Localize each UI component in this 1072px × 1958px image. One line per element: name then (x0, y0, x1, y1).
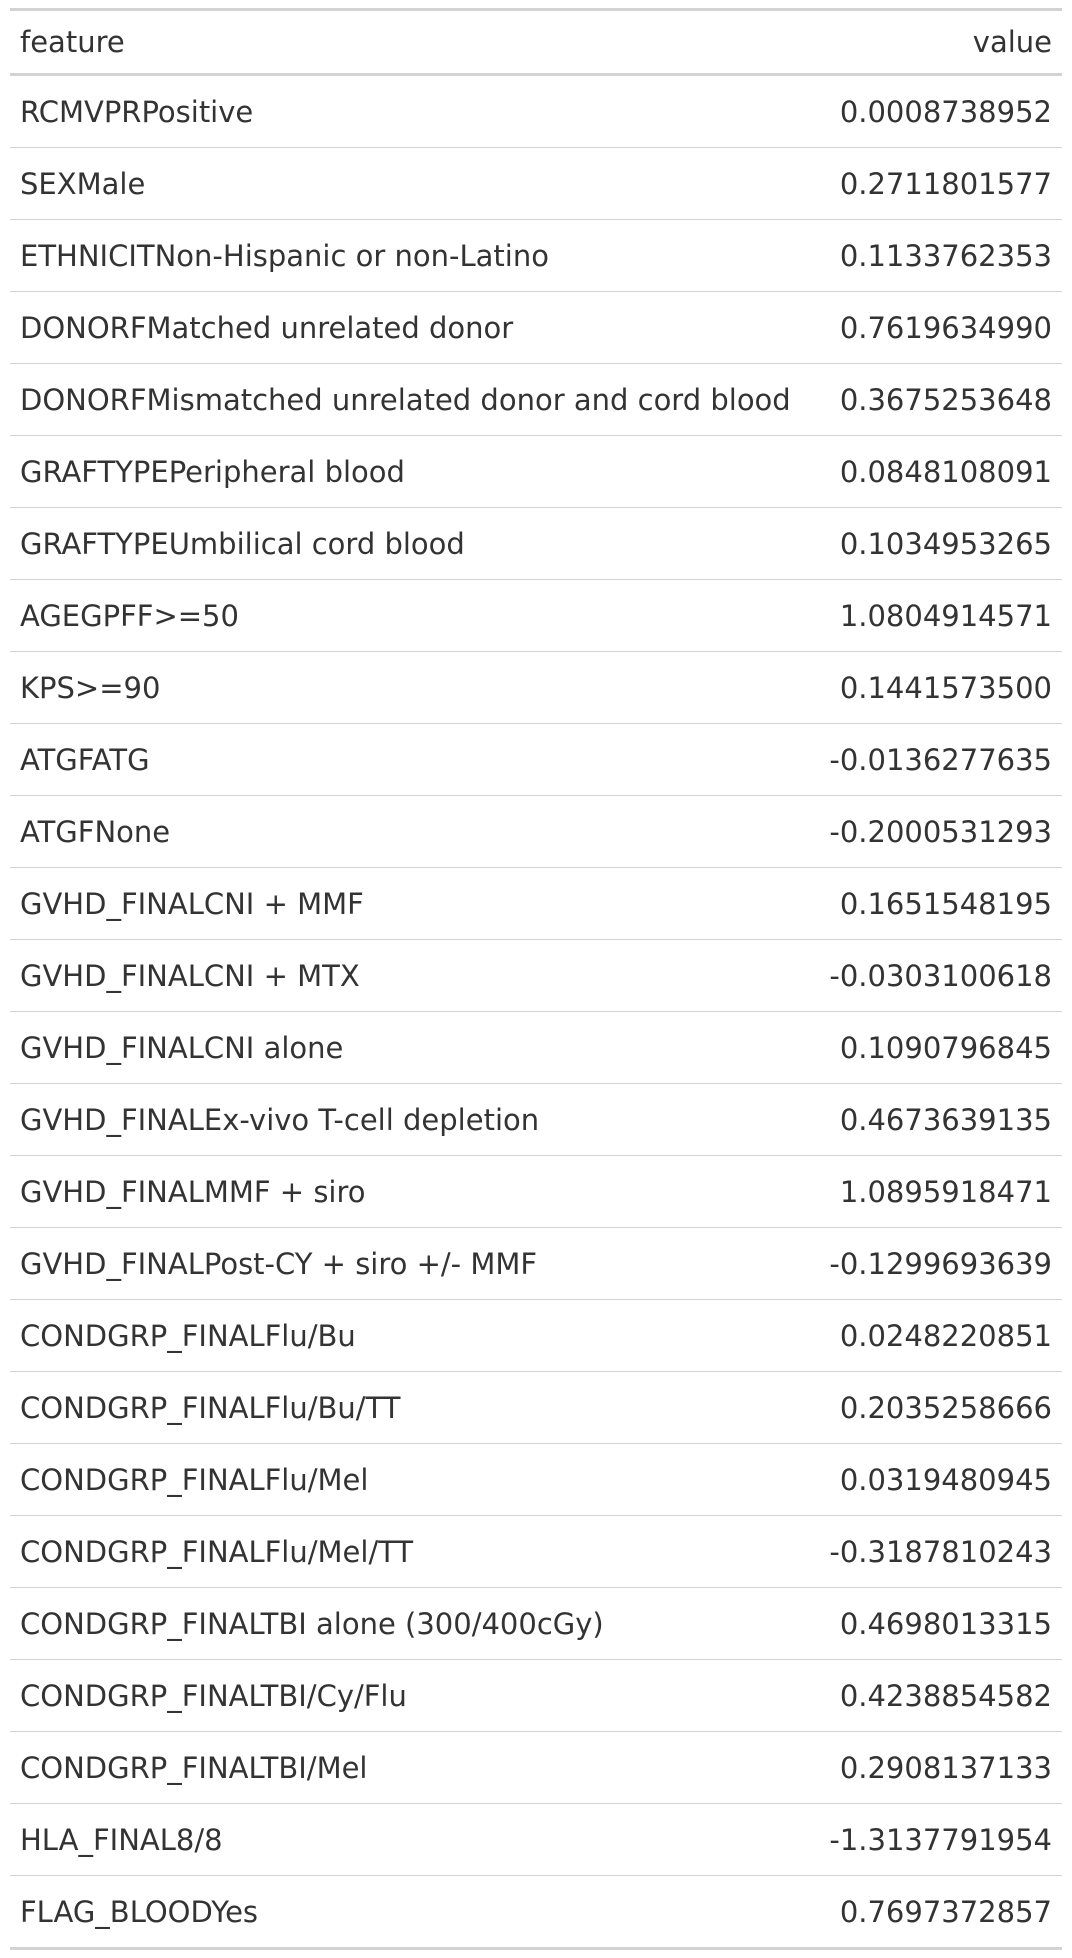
cell-feature: GVHD_FINALEx-vivo T-cell depletion (10, 1083, 805, 1156)
table-row: CONDGRP_FINALFlu/Mel/TT -0.3187810243 (10, 1515, 1062, 1588)
cell-value: 0.1034953265 (805, 507, 1062, 580)
cell-feature: FLAG_BLOODYes (10, 1875, 805, 1947)
cell-value: 0.0008738952 (839, 94, 1052, 129)
cell-value: 0.2908137133 (805, 1731, 1062, 1804)
table-row: GVHD_FINALCNI + MTX -0.0303100618 (10, 939, 1062, 1012)
cell-feature: CONDGRP_FINALFlu/Mel/TT (10, 1515, 805, 1588)
cell-value: 0.0848108091 (805, 435, 1062, 508)
cell-value: 0.3675253648 (805, 363, 1062, 436)
table-row: GVHD_FINALCNI alone 0.1090796845 (10, 1011, 1062, 1084)
table-row: CONDGRP_FINALTBI/Cy/Flu 0.4238854582 (10, 1659, 1062, 1732)
header-row: feature value (10, 11, 1062, 76)
cell-value: 0.1133762353 (805, 219, 1062, 292)
cell-feature: CONDGRP_FINALFlu/Bu (10, 1299, 805, 1372)
table-row: DONORFMismatched unrelated donor and cor… (10, 363, 1062, 436)
cell-feature: DONORFMismatched unrelated donor and cor… (10, 363, 805, 436)
cell-feature: ATGFATG (10, 723, 805, 796)
table-row: SEXMale 0.2711801577 (10, 147, 1062, 220)
cell-feature: HLA_FINAL8/8 (10, 1803, 805, 1876)
table-row: KPS>=90 0.1441573500 (10, 651, 1062, 724)
cell-value: 0.1090796845 (805, 1011, 1062, 1084)
table-row: RCMVPRPositive 0.0008738952 (10, 75, 1062, 148)
cell-value: -0.3187810243 (805, 1515, 1062, 1588)
cell-value: 0.4238854582 (805, 1659, 1062, 1732)
cell-feature: AGEGPFF>=50 (10, 579, 805, 652)
table-row: CONDGRP_FINALFlu/Bu/TT 0.2035258666 (10, 1371, 1062, 1444)
cell-value: 0.0319480945 (805, 1443, 1062, 1516)
cell-feature: RCMVPRPositive (20, 94, 254, 129)
cell-feature: ETHNICITNon-Hispanic or non-Latino (10, 219, 805, 292)
table-row: CONDGRP_FINALTBI/Mel 0.2908137133 (10, 1731, 1062, 1804)
table-header: feature value (10, 11, 1062, 76)
column-header-value: value (805, 11, 1062, 76)
table-row: GVHD_FINALEx-vivo T-cell depletion 0.4673… (10, 1083, 1062, 1156)
table-row: ATGFNone -0.2000531293 (10, 795, 1062, 868)
cell-feature: GRAFTYPEPeripheral blood (10, 435, 805, 508)
cell-value: -0.0303100618 (805, 939, 1062, 1012)
cell-value: 0.4673639135 (805, 1083, 1062, 1156)
cell-feature: DONORFMatched unrelated donor (10, 291, 805, 364)
table-row: ATGFATG -0.0136277635 (10, 723, 1062, 796)
table-row: GVHD_FINALMMF + siro 1.0895918471 (10, 1155, 1062, 1228)
table-row: GRAFTYPEPeripheral blood 0.0848108091 (10, 435, 1062, 508)
feature-value-table: feature value RCMVPRPositive 0.0008738952… (10, 8, 1062, 1950)
table-row: FLAG_BLOODYes 0.7697372857 (10, 1875, 1062, 1947)
cell-value: 0.1441573500 (805, 651, 1062, 724)
cell-value: 0.0248220851 (805, 1299, 1062, 1372)
cell-value: 0.1651548195 (805, 867, 1062, 940)
cell-feature: CONDGRP_FINALTBI/Cy/Flu (10, 1659, 805, 1732)
cell-value: 1.0895918471 (805, 1155, 1062, 1228)
cell-feature: CONDGRP_FINALFlu/Bu/TT (10, 1371, 805, 1444)
cell-feature: CONDGRP_FINALTBI alone (300/400cGy) (10, 1587, 805, 1660)
cell-feature: CONDGRP_FINALTBI/Mel (10, 1731, 805, 1804)
cell-feature: ATGFNone (10, 795, 805, 868)
table-row: GVHD_FINALCNI + MMF 0.1651548195 (10, 867, 1062, 940)
cell-value: 1.0804914571 (805, 579, 1062, 652)
cell-value: -0.0136277635 (805, 723, 1062, 796)
table-row: CONDGRP_FINALFlu/Mel 0.0319480945 (10, 1443, 1062, 1516)
data-table: feature value RCMVPRPositive 0.0008738952… (10, 11, 1062, 1947)
cell-value: 0.7697372857 (805, 1875, 1062, 1947)
table-row: CONDGRP_FINALFlu/Bu 0.0248220851 (10, 1299, 1062, 1372)
table-row: HLA_FINAL8/8 -1.3137791954 (10, 1803, 1062, 1876)
cell-value: -0.1299693639 (805, 1227, 1062, 1300)
cell-feature: GVHD_FINALCNI + MMF (10, 867, 805, 940)
cell-feature: GVHD_FINALCNI alone (10, 1011, 805, 1084)
cell-value: 0.7619634990 (805, 291, 1062, 364)
cell-value: -0.2000531293 (805, 795, 1062, 868)
cell-feature: GRAFTYPEUmbilical cord blood (10, 507, 805, 580)
cell-feature: GVHD_FINALCNI + MTX (10, 939, 805, 1012)
cell-value: 0.2711801577 (805, 147, 1062, 220)
table-body: RCMVPRPositive 0.0008738952 SEXMale 0.27118… (10, 75, 1062, 1947)
cell-feature: KPS>=90 (10, 651, 805, 724)
table-row: ETHNICITNon-Hispanic or non-Latino 0.1133… (10, 219, 1062, 292)
table-row: GRAFTYPEUmbilical cord blood 0.1034953265 (10, 507, 1062, 580)
cell-value: 0.4698013315 (805, 1587, 1062, 1660)
table-row: DONORFMatched unrelated donor 0.761963499… (10, 291, 1062, 364)
table-row: AGEGPFF>=50 1.0804914571 (10, 579, 1062, 652)
cell-feature: SEXMale (10, 147, 805, 220)
cell-feature: GVHD_FINALPost-CY + siro +/- MMF (10, 1227, 805, 1300)
table-row: CONDGRP_FINALTBI alone (300/400cGy) 0.469… (10, 1587, 1062, 1660)
column-header-feature: feature (10, 11, 805, 76)
cell-feature: CONDGRP_FINALFlu/Mel (10, 1443, 805, 1516)
cell-value: -1.3137791954 (805, 1803, 1062, 1876)
cell-value: 0.2035258666 (805, 1371, 1062, 1444)
table-row: GVHD_FINALPost-CY + siro +/- MMF -0.12996… (10, 1227, 1062, 1300)
cell-feature: GVHD_FINALMMF + siro (10, 1155, 805, 1228)
